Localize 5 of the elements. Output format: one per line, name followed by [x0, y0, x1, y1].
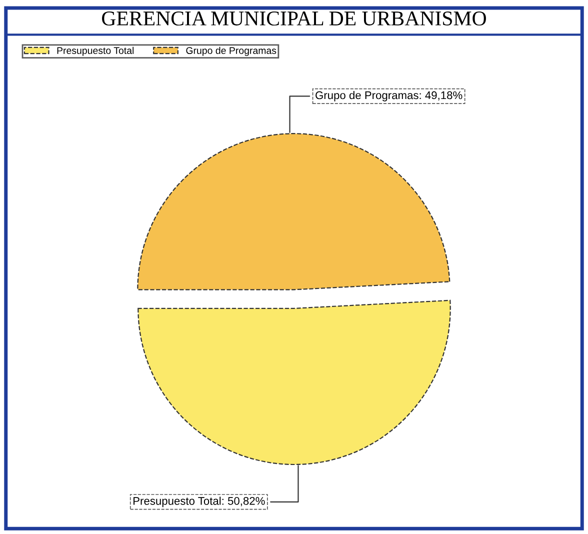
legend-label: Presupuesto Total: [57, 46, 134, 56]
data-label: Presupuesto Total: 50,82%: [134, 496, 265, 508]
chart-title: GERENCIA MUNICIPAL DE URBANISMO: [102, 12, 486, 26]
data-label: Grupo de Programas: 49,18%: [316, 91, 462, 102]
legend-label: Grupo de Programas: [186, 46, 276, 56]
